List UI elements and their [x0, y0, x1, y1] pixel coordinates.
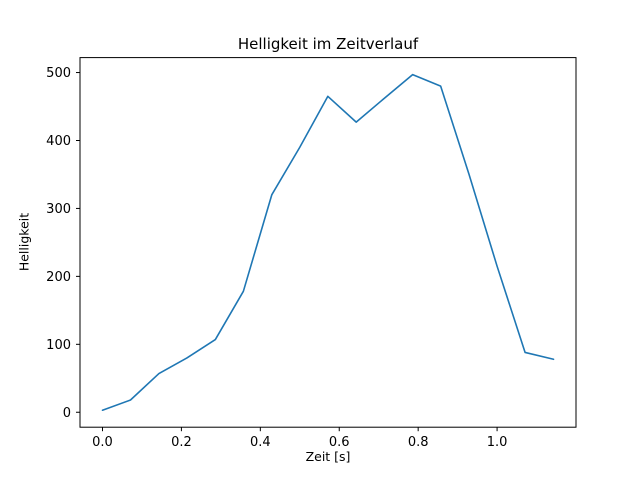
y-tick-label: 0 [63, 406, 71, 421]
y-tick-label: 100 [46, 338, 71, 353]
data-series-line [101, 73, 555, 412]
x-axis-label: Zeit [s] [305, 449, 351, 464]
x-tick-label: 0.6 [329, 435, 350, 450]
plot-frame [79, 57, 577, 428]
y-tick-label: 400 [46, 134, 71, 149]
y-tick-label: 300 [46, 202, 71, 217]
x-tick-label: 0.0 [92, 435, 113, 450]
y-tick-label: 200 [46, 270, 71, 285]
y-tick-label: 500 [46, 66, 71, 81]
x-tick-label: 1.0 [487, 435, 508, 450]
x-tick-label: 0.8 [408, 435, 429, 450]
x-tick-label: 0.4 [250, 435, 271, 450]
x-tick-label: 0.2 [171, 435, 192, 450]
y-axis-label: Helligkeit [16, 212, 32, 272]
chart-title: Helligkeit im Zeitverlauf [237, 35, 419, 53]
